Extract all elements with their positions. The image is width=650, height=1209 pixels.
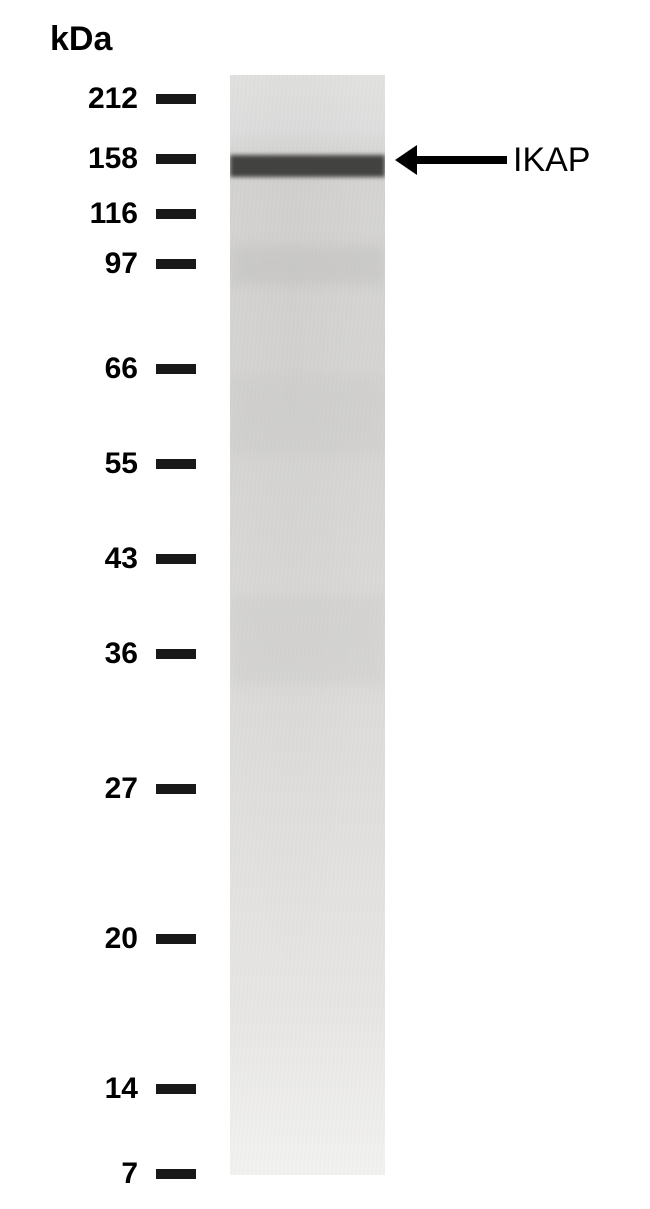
- marker-dash: [156, 94, 196, 104]
- marker-label: 66: [0, 352, 138, 386]
- marker-row: 116: [0, 195, 196, 233]
- marker-dash: [156, 459, 196, 469]
- blot-figure: kDa 212 158 116 97 66 55 43 36 27 20 14 7 IKAP: [0, 0, 650, 1209]
- marker-row: 97: [0, 245, 196, 283]
- arrow-line: [417, 156, 507, 164]
- marker-label: 116: [0, 197, 138, 231]
- marker-dash: [156, 209, 196, 219]
- marker-label: 97: [0, 247, 138, 281]
- marker-dash: [156, 1169, 196, 1179]
- marker-dash: [156, 259, 196, 269]
- ikap-band: [230, 155, 385, 177]
- blot-lane: [230, 75, 385, 1175]
- arrow-head-icon: [395, 145, 417, 175]
- faint-smear: [230, 375, 385, 455]
- marker-label: 158: [0, 142, 138, 176]
- marker-row: 27: [0, 770, 196, 808]
- marker-dash: [156, 784, 196, 794]
- marker-row: 55: [0, 445, 196, 483]
- marker-row: 158: [0, 140, 196, 178]
- marker-label: 43: [0, 542, 138, 576]
- marker-dash: [156, 1084, 196, 1094]
- faint-smear: [230, 595, 385, 685]
- ikap-annotation: IKAP: [395, 145, 590, 175]
- marker-label: 55: [0, 447, 138, 481]
- marker-label: 14: [0, 1072, 138, 1106]
- marker-label: 27: [0, 772, 138, 806]
- marker-label: 212: [0, 82, 138, 116]
- ikap-label: IKAP: [513, 141, 590, 180]
- marker-label: 36: [0, 637, 138, 671]
- kda-header: kDa: [50, 20, 112, 59]
- marker-row: 36: [0, 635, 196, 673]
- marker-row: 43: [0, 540, 196, 578]
- marker-row: 20: [0, 920, 196, 958]
- marker-row: 66: [0, 350, 196, 388]
- faint-smear: [230, 245, 385, 285]
- marker-dash: [156, 554, 196, 564]
- marker-dash: [156, 649, 196, 659]
- marker-dash: [156, 934, 196, 944]
- marker-row: 14: [0, 1070, 196, 1108]
- marker-dash: [156, 154, 196, 164]
- marker-row: 7: [0, 1155, 196, 1193]
- marker-row: 212: [0, 80, 196, 118]
- marker-label: 20: [0, 922, 138, 956]
- marker-dash: [156, 364, 196, 374]
- marker-label: 7: [0, 1157, 138, 1191]
